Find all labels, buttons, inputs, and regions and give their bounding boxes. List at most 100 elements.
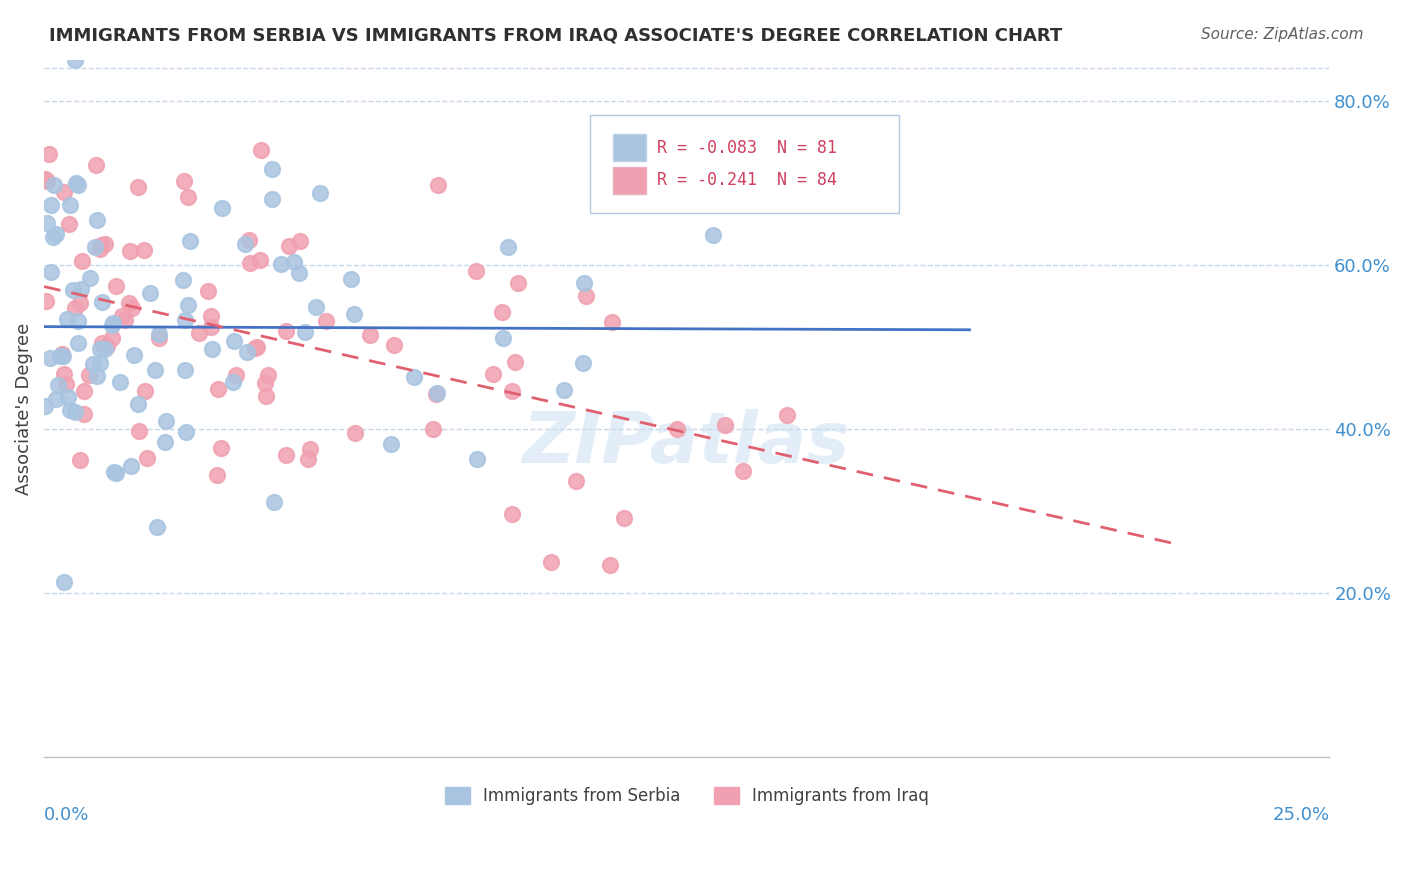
Point [260,161,283,176]
Point [501,384,523,398]
Point [82,357,104,371]
Point [56,390,79,404]
Point [59,402,82,417]
Point [254,389,277,403]
Point [565,475,588,489]
Point [89,242,111,256]
Point [540,555,562,569]
Point [465,451,488,466]
Point [67,178,90,192]
Point [404,369,426,384]
Point [37,174,59,188]
Point [72,253,94,268]
Point [714,417,737,432]
Point [177,190,200,204]
Point [305,300,328,314]
Point [104,279,127,293]
Point [503,355,526,369]
Point [702,228,724,243]
Point [86,368,108,383]
Point [225,368,247,383]
Point [201,342,224,356]
Point [42,230,65,244]
Point [79,271,101,285]
Point [77,368,100,382]
Point [111,309,134,323]
Point [51,347,73,361]
Point [44,178,66,192]
Point [207,382,229,396]
FancyBboxPatch shape [591,115,898,213]
Point [776,408,799,422]
Point [67,335,90,350]
Point [235,236,257,251]
Point [491,304,513,318]
Point [344,426,367,441]
Point [179,235,201,249]
Point [173,173,195,187]
Point [108,375,131,389]
Point [34,399,56,413]
Point [274,324,297,338]
Point [153,434,176,449]
Point [101,317,124,331]
Point [41,198,63,212]
Point [45,227,67,241]
Point [613,510,636,524]
Point [148,331,170,345]
Point [249,252,271,267]
Point [90,238,112,252]
Point [59,198,82,212]
Point [128,424,150,438]
Point [172,273,194,287]
Point [492,331,515,345]
Point [52,350,75,364]
Point [66,314,89,328]
Point [73,384,96,398]
Point [222,376,245,390]
Point [127,397,149,411]
Point [114,313,136,327]
Point [209,441,232,455]
Point [188,326,211,340]
Point [315,314,337,328]
Point [245,341,267,355]
Point [173,313,195,327]
Point [118,296,141,310]
Point [94,343,117,357]
Point [86,213,108,227]
Point [65,405,87,419]
FancyBboxPatch shape [613,135,645,161]
Point [96,339,118,353]
Point [89,342,111,356]
Text: 25.0%: 25.0% [1272,806,1329,824]
Point [339,272,361,286]
Point [270,257,292,271]
Legend: Immigrants from Serbia, Immigrants from Iraq: Immigrants from Serbia, Immigrants from … [437,780,935,812]
Point [89,356,111,370]
Y-axis label: Associate's Degree: Associate's Degree [15,322,32,495]
Point [262,192,284,206]
Point [501,508,523,522]
Point [553,384,575,398]
Point [297,452,319,467]
Point [45,392,67,406]
Point [148,326,170,341]
Point [56,312,79,326]
Point [571,356,593,370]
Point [599,558,621,572]
Point [174,425,197,440]
Point [290,234,312,248]
Point [120,458,142,473]
Point [58,217,80,231]
Point [94,236,117,251]
Point [288,266,311,280]
Point [278,239,301,253]
Point [246,340,269,354]
Point [48,378,70,392]
Point [600,315,623,329]
Point [101,331,124,345]
Point [200,309,222,323]
Point [86,158,108,172]
Point [205,467,228,482]
